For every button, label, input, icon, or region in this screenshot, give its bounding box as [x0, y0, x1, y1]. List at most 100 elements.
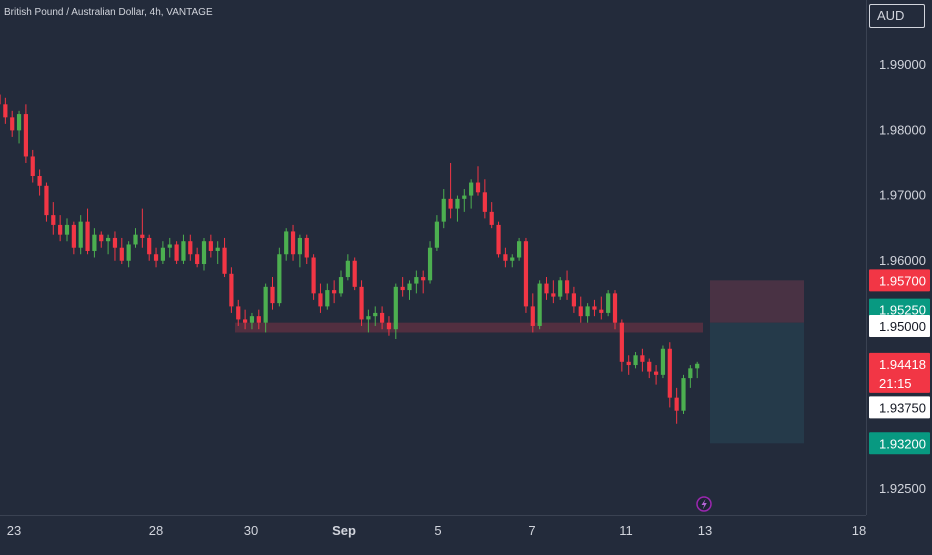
- candle-body: [64, 224, 70, 235]
- current-price-label: 1.94418 21:15: [869, 352, 930, 393]
- candle-body: [167, 244, 172, 248]
- candle-body: [407, 283, 412, 291]
- candle: [92, 228, 97, 258]
- candle-body: [243, 319, 248, 323]
- candle: [325, 283, 330, 310]
- x-tick-label: 7: [528, 523, 535, 538]
- candle-body: [112, 237, 118, 248]
- candles-layer: [0, 94, 700, 424]
- candle: [30, 149, 35, 183]
- candle: [119, 237, 124, 265]
- candle-body: [290, 231, 296, 255]
- candle-body: [0, 94, 1, 105]
- support-zone: [235, 322, 703, 333]
- candle-body: [544, 283, 549, 294]
- candle-body: [688, 368, 693, 379]
- candle: [503, 247, 508, 268]
- candle-body: [667, 348, 672, 398]
- candle-body: [695, 363, 700, 369]
- price-label: 1.95000: [869, 314, 930, 337]
- candle-body: [551, 293, 556, 297]
- candle-body: [201, 241, 207, 265]
- y-tick-label: 1.98000: [879, 122, 926, 137]
- candle: [78, 215, 83, 255]
- candle: [674, 387, 679, 424]
- candle-body: [37, 176, 42, 186]
- candle: [667, 342, 672, 408]
- candle-body: [119, 247, 124, 261]
- candle-body: [71, 224, 76, 248]
- candle: [599, 296, 604, 320]
- candle: [153, 247, 159, 268]
- candle: [277, 247, 282, 307]
- candle-body: [654, 371, 659, 375]
- price-label-box: [869, 269, 930, 292]
- candle: [99, 231, 104, 248]
- candle-body: [373, 312, 378, 317]
- stop-loss-zone: [710, 280, 804, 323]
- candle: [263, 283, 268, 333]
- candle: [3, 97, 8, 124]
- candle-body: [612, 293, 618, 323]
- candle: [44, 182, 49, 222]
- candle: [167, 237, 172, 258]
- candle: [455, 195, 460, 222]
- candle-body: [523, 241, 529, 307]
- candle-body: [647, 361, 652, 372]
- candle-body: [380, 312, 385, 323]
- candle-body: [517, 241, 522, 258]
- candle: [640, 348, 645, 372]
- candle: [85, 208, 90, 255]
- candle: [229, 267, 234, 313]
- price-label-text: 1.93750: [879, 400, 926, 415]
- candle: [112, 231, 118, 261]
- candle: [71, 221, 76, 255]
- candle-body: [338, 277, 344, 294]
- time-axis[interactable]: 23 28 30 Sep 5 7 11 13 18: [7, 523, 866, 538]
- candle: [16, 110, 22, 144]
- candle-body: [92, 234, 97, 251]
- candle-body: [640, 355, 645, 362]
- price-axis[interactable]: 1.99000 1.98000 1.97000 1.96000 1.92500: [879, 57, 926, 496]
- candle: [249, 312, 255, 330]
- candle: [256, 309, 261, 330]
- candle-body: [263, 286, 268, 323]
- lightning-icon[interactable]: [696, 496, 712, 512]
- candle: [373, 306, 378, 326]
- candle: [311, 254, 316, 300]
- candle: [23, 104, 28, 163]
- candle: [523, 237, 529, 313]
- take-profit-zone: [710, 322, 804, 444]
- x-tick-label: 23: [7, 523, 21, 538]
- candle-body: [133, 234, 138, 245]
- target-price-label: 1.93200: [869, 432, 930, 455]
- candle-body: [400, 286, 405, 291]
- candle: [147, 234, 152, 261]
- candle-body: [558, 280, 563, 297]
- candle-body: [16, 114, 22, 131]
- currency-selector[interactable]: AUD: [869, 4, 925, 28]
- candle: [297, 234, 302, 268]
- candle: [414, 270, 419, 294]
- candle-body: [318, 293, 323, 307]
- candle: [606, 290, 611, 317]
- candle: [544, 277, 549, 300]
- candle-body: [99, 234, 104, 242]
- candle: [133, 228, 138, 248]
- candle-body: [386, 322, 392, 330]
- candle: [400, 277, 405, 297]
- candle-body: [78, 221, 83, 248]
- countdown-label: 21:15: [879, 376, 912, 391]
- candle-body: [256, 316, 261, 323]
- candle: [441, 189, 446, 229]
- candle-body: [469, 182, 474, 196]
- x-tick-label: 28: [149, 523, 163, 538]
- candle-body: [366, 316, 371, 320]
- price-label-box: [869, 352, 930, 393]
- candle-body: [619, 322, 624, 362]
- candle-body: [23, 114, 28, 157]
- candle: [585, 303, 590, 323]
- candle: [462, 189, 467, 212]
